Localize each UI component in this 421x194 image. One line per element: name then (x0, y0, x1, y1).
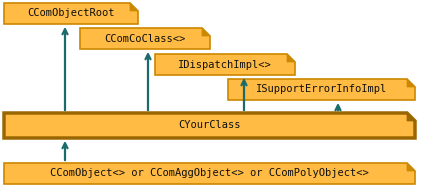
Polygon shape (407, 113, 415, 121)
Polygon shape (80, 28, 210, 49)
Polygon shape (155, 54, 295, 75)
Polygon shape (228, 79, 415, 100)
Polygon shape (4, 163, 415, 184)
Polygon shape (202, 28, 210, 36)
Polygon shape (287, 54, 295, 62)
Text: IDispatchImpl<>: IDispatchImpl<> (178, 60, 272, 69)
Text: CComObjectRoot: CComObjectRoot (27, 9, 115, 18)
Text: CComObject<> or CComAggObject<> or CComPolyObject<>: CComObject<> or CComAggObject<> or CComP… (50, 169, 369, 178)
Text: CComCoClass<>: CComCoClass<> (104, 34, 186, 43)
Polygon shape (130, 3, 138, 11)
Text: ISupportErrorInfoImpl: ISupportErrorInfoImpl (256, 85, 387, 94)
Text: CYourClass: CYourClass (178, 120, 241, 131)
Polygon shape (407, 79, 415, 87)
Polygon shape (4, 3, 138, 24)
Polygon shape (4, 113, 415, 138)
Polygon shape (407, 163, 415, 171)
